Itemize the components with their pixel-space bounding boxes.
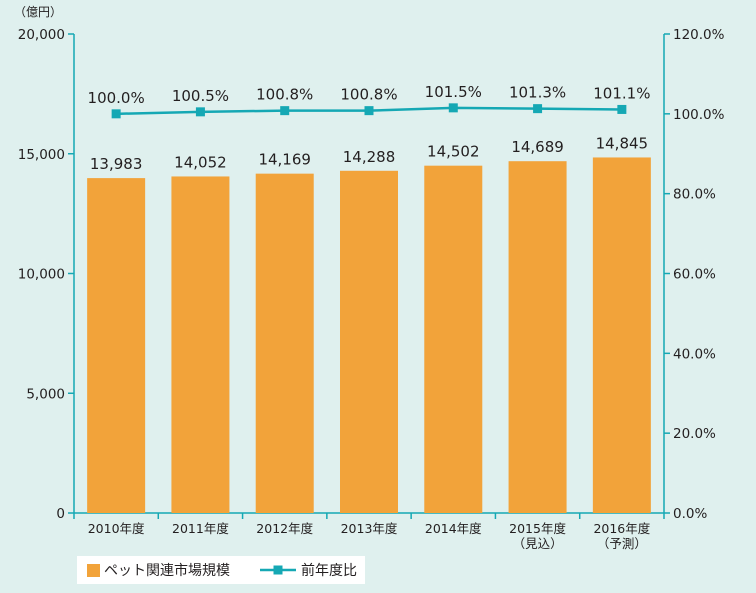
left-axis-tick-label: 15,000: [18, 147, 65, 163]
bar-5: [508, 161, 567, 513]
left-axis-tick-label: 10,000: [18, 267, 65, 283]
bar-3: [340, 170, 398, 513]
category-label: 2011年度: [172, 521, 229, 536]
line-marker-5: [533, 104, 543, 114]
bar-value-label: 14,689: [511, 138, 564, 156]
bar-0: [87, 178, 146, 513]
left-axis-tick-label: 5,000: [26, 386, 65, 402]
category-sublabel: （見込）: [513, 536, 563, 551]
line-value-label: 101.5%: [425, 83, 482, 101]
bar-value-label: 14,288: [343, 148, 396, 166]
legend-line-label: 前年度比: [301, 562, 357, 579]
bar-value-label: 14,052: [174, 153, 227, 171]
bar-value-label: 14,845: [596, 134, 649, 152]
line-value-label: 101.1%: [593, 84, 650, 102]
line-marker-1: [195, 107, 205, 117]
category-label: 2012年度: [256, 521, 313, 536]
right-axis-tick-label: 40.0%: [673, 346, 716, 362]
bar-4: [424, 165, 483, 513]
line-value-label: 100.0%: [88, 89, 145, 107]
right-axis-tick-label: 0.0%: [673, 506, 707, 522]
bar-value-label: 14,169: [258, 151, 311, 169]
bar-value-label: 14,502: [427, 143, 480, 161]
legend-box: [77, 556, 365, 584]
category-label: 2016年度: [593, 521, 650, 536]
line-value-label: 100.5%: [172, 87, 229, 105]
category-label: 2013年度: [341, 521, 398, 536]
right-axis-tick-label: 120.0%: [673, 27, 725, 43]
bar-2: [255, 173, 314, 513]
legend-bar-label: ペット関連市場規模: [104, 562, 230, 579]
right-axis-tick-label: 100.0%: [673, 107, 725, 123]
line-marker-6: [617, 104, 627, 114]
legend-bar-swatch: [87, 564, 100, 577]
line-marker-0: [111, 109, 121, 119]
category-label: 2014年度: [425, 521, 482, 536]
category-label: 2015年度: [509, 521, 566, 536]
category-label: 2010年度: [88, 521, 145, 536]
line-value-label: 100.8%: [340, 86, 397, 104]
right-axis-tick-label: 60.0%: [673, 267, 716, 283]
category-sublabel: （予測）: [597, 536, 647, 551]
line-value-label: 101.3%: [509, 84, 566, 102]
left-axis-unit-label: （億円）: [14, 5, 62, 19]
left-axis-tick-label: 20,000: [18, 27, 65, 43]
bar-6: [592, 157, 651, 513]
line-marker-3: [364, 106, 374, 116]
legend-line-marker: [273, 565, 283, 575]
line-value-label: 100.8%: [256, 86, 313, 104]
bar-1: [171, 176, 230, 514]
bar-value-label: 13,983: [90, 155, 143, 173]
right-axis-tick-label: 80.0%: [673, 187, 716, 203]
line-marker-4: [448, 103, 458, 113]
right-axis-tick-label: 20.0%: [673, 426, 716, 442]
left-axis-tick-label: 0: [56, 506, 65, 522]
line-marker-2: [280, 106, 290, 116]
